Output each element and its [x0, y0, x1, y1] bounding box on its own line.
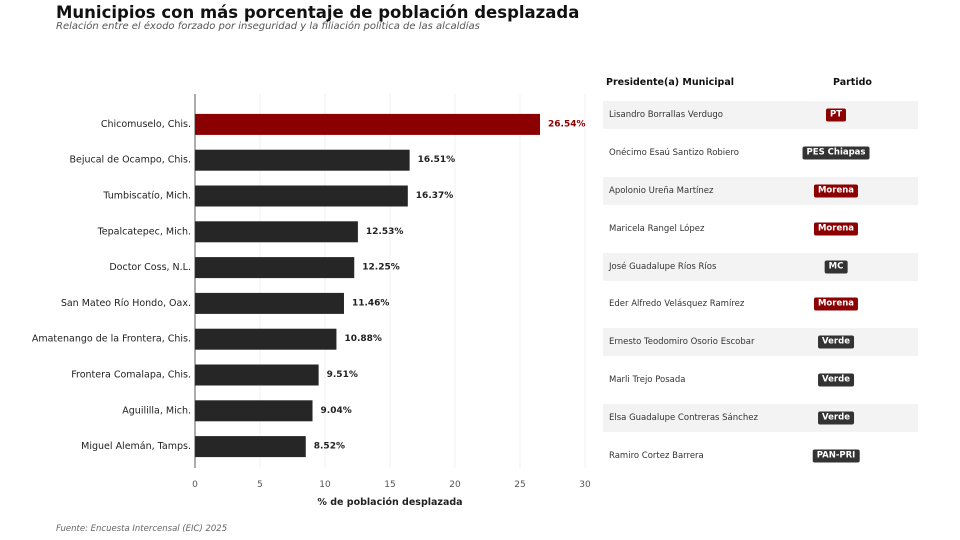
data-label: 9.04% [321, 406, 352, 416]
party-badge: PAN-PRI [812, 449, 860, 463]
party-badge: PES Chiapas [802, 146, 870, 160]
mayor-name: Marli Trejo Posada [609, 375, 686, 385]
bar [195, 221, 358, 243]
bar [195, 257, 355, 279]
mayor-name: Lisandro Borrallas Verdugo [609, 110, 723, 120]
x-tick-label: 0 [192, 480, 198, 490]
table-row: Eder Alfredo Velásquez Ramírez Morena [603, 290, 918, 318]
table-row: Apolonio Ureña Martínez Morena [603, 177, 918, 205]
x-tick-label: 10 [319, 480, 331, 490]
table-row: Ramiro Cortez Barrera PAN-PRI [603, 442, 918, 470]
mayor-name: Onécimo Esaú Santizo Robiero [609, 148, 739, 158]
party-badge: Verde [818, 335, 854, 349]
party-badge: Morena [813, 297, 859, 311]
bar [195, 436, 306, 458]
table-row: Elsa Guadalupe Contreras Sánchez Verde [603, 404, 918, 432]
mayor-name: Ernesto Teodomiro Osorio Escobar [609, 337, 755, 347]
category-label: Tumbiscatío, Mich. [102, 191, 191, 202]
mayor-name: Eder Alfredo Velásquez Ramírez [609, 299, 745, 309]
x-tick-label: 5 [257, 480, 263, 490]
mayor-name: Ramiro Cortez Barrera [609, 451, 704, 461]
bar [195, 364, 319, 386]
bar [195, 185, 408, 207]
table-row: Lisandro Borrallas Verdugo PT [603, 101, 918, 129]
x-tick-label: 25 [514, 480, 525, 490]
party-badge: Morena [813, 184, 859, 198]
data-label: 12.25% [362, 263, 400, 273]
bar-chart: Chicomuselo, Chis. 26.54% Bejucal de Ocamp… [32, 94, 591, 508]
table-row: Maricela Rangel López Morena [603, 215, 918, 243]
category-label: Aguililla, Mich. [122, 405, 191, 416]
x-axis-title: % de población desplazada [317, 497, 462, 508]
category-label: Bejucal de Ocampo, Chis. [69, 155, 191, 166]
table-row: José Guadalupe Ríos Ríos MC [603, 253, 918, 281]
mayor-name: José Guadalupe Ríos Ríos [609, 262, 717, 272]
data-label: 16.51% [418, 155, 456, 165]
bar [195, 292, 344, 314]
data-label: 12.53% [366, 227, 404, 237]
party-badge: PT [825, 108, 847, 122]
party-badge: Verde [818, 411, 854, 425]
bar [195, 400, 313, 422]
data-label: 10.88% [344, 334, 382, 344]
party-badge: MC [824, 260, 848, 274]
data-label: 11.46% [352, 298, 390, 308]
chart-subtitle: Relación entre el éxodo forzado por inse… [56, 21, 480, 32]
category-label: Amatenango de la Frontera, Chis. [32, 334, 191, 345]
category-label: Miguel Alemán, Tamps. [81, 441, 191, 452]
table-row: Ernesto Teodomiro Osorio Escobar Verde [603, 328, 918, 356]
mayor-name: Elsa Guadalupe Contreras Sánchez [609, 413, 758, 423]
category-label: Chicomuselo, Chis. [101, 119, 191, 130]
source-note: Fuente: Encuesta Intercensal (EIC) 2025 [56, 524, 228, 534]
chart-title: Municipios con más porcentaje de poblaci… [56, 3, 580, 22]
data-label: 26.54% [548, 119, 586, 129]
bar [195, 328, 337, 350]
x-tick-label: 20 [449, 480, 461, 490]
x-tick-label: 15 [384, 480, 395, 490]
category-label: Doctor Coss, N.L. [109, 262, 191, 273]
mayor-name: Apolonio Ureña Martínez [609, 186, 714, 196]
category-label: San Mateo Río Hondo, Oax. [61, 298, 191, 309]
mayor-name: Maricela Rangel López [609, 224, 705, 234]
table-row: Onécimo Esaú Santizo Robiero PES Chiapas [603, 139, 918, 167]
data-label: 8.52% [314, 442, 345, 452]
category-label: Tepalcatepec, Mich. [97, 226, 191, 237]
bar [195, 113, 541, 135]
x-tick-label: 30 [579, 480, 591, 490]
party-badge: Verde [818, 373, 854, 387]
data-label: 9.51% [327, 370, 358, 380]
table-row: Marli Trejo Posada Verde [603, 366, 918, 394]
data-label: 16.37% [416, 191, 454, 201]
table-header-president: Presidente(a) Municipal [606, 77, 734, 88]
table-header-party: Partido [833, 77, 872, 88]
bar [195, 149, 410, 171]
category-label: Frontera Comalapa, Chis. [71, 370, 191, 381]
party-badge: Morena [813, 222, 859, 236]
